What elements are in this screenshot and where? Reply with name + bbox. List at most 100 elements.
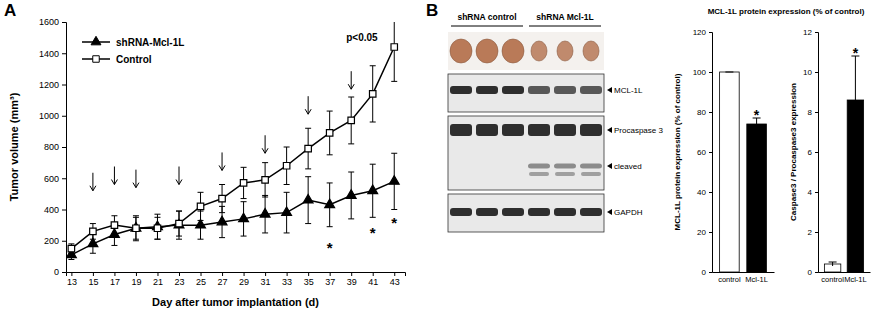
x-tick: 27: [218, 272, 228, 287]
y-tick-mark: [815, 72, 818, 73]
x-tick-mark: [308, 272, 309, 276]
x-tick-label: 17: [110, 277, 120, 287]
error-bar: [829, 262, 837, 266]
x-axis-line: [713, 272, 775, 273]
blot-band: [529, 172, 549, 176]
y-tick-mark: [709, 112, 712, 113]
arrow: [262, 135, 268, 153]
y-tick-mark: [709, 152, 712, 153]
y-tick: 120: [693, 28, 712, 37]
y-tick-label: 4: [808, 188, 813, 197]
annotation: p<0.05: [346, 32, 378, 43]
y-tick-label: 1000: [39, 111, 59, 121]
x-tick-label: control: [821, 275, 844, 284]
annotation: *: [370, 224, 376, 241]
x-tick-label: 43: [390, 277, 400, 287]
marker: [68, 245, 74, 251]
arrow: [111, 167, 117, 185]
x-tick-mark: [201, 272, 202, 276]
x-tick-mark: [179, 272, 180, 276]
y-tick-mark: [62, 85, 66, 86]
y-tick-label: 0: [54, 267, 59, 277]
group-label: shRNA control: [457, 12, 516, 22]
x-tick: 31: [261, 272, 271, 287]
y-tick-label: 0: [702, 268, 707, 277]
y-tick-label: 0: [808, 268, 813, 277]
tumor-photo: [557, 41, 573, 61]
y-tick-mark: [709, 32, 712, 33]
y-axis-line: [815, 33, 819, 273]
y-axis-title: Caspase3 / Procaspase3 expression: [789, 83, 798, 221]
band-label: GAPDH: [614, 208, 643, 217]
band-label: Procaspase 3: [614, 126, 663, 135]
y-tick: 1600: [39, 17, 66, 27]
x-tick-label: 33: [282, 277, 292, 287]
x-tick-label: 25: [196, 277, 206, 287]
error-bar: [348, 97, 354, 144]
marker: [240, 180, 246, 186]
photo-bg: [448, 32, 604, 70]
y-tick-label: 6: [808, 148, 813, 157]
x-tick-mark: [394, 272, 395, 276]
x-tick-mark: [114, 272, 115, 276]
blot-band: [528, 124, 550, 136]
y-tick-mark: [709, 72, 712, 73]
y-tick-mark: [815, 112, 818, 113]
y-tick-label: 1200: [39, 80, 59, 90]
x-tick: 39: [347, 272, 357, 287]
error-bar: [370, 66, 376, 122]
blot-strip: [448, 116, 604, 190]
error-bar: [111, 216, 117, 235]
y-tick-mark: [815, 152, 818, 153]
x-tick: 13: [67, 272, 77, 287]
marker: [174, 219, 184, 228]
error-bar: [68, 244, 74, 253]
blot-band: [450, 208, 472, 216]
x-tick-label: 39: [347, 277, 357, 287]
y-tick-mark: [62, 178, 66, 179]
x-tick-label: Mcl-1L: [745, 275, 768, 284]
blot-band: [476, 124, 498, 136]
y-tick-mark: [62, 210, 66, 211]
y-tick: 1200: [39, 80, 66, 90]
x-tick-mark: [330, 272, 331, 276]
error-bar: [176, 211, 182, 239]
bar-chart: MCL-1L protein expression (% of control)…: [673, 7, 865, 284]
x-tick: 17: [110, 272, 120, 287]
y-tick: 600: [44, 174, 66, 184]
x-tick-label: 29: [239, 277, 249, 287]
marker: [326, 130, 332, 136]
y-tick-mark: [815, 32, 818, 33]
error-bar: [198, 192, 204, 220]
y-tick-label: 8: [808, 108, 813, 117]
x-tick: Mcl-1L: [745, 275, 768, 284]
y-tick-mark: [62, 241, 66, 242]
x-tick-mark: [71, 272, 72, 276]
x-tick-label: 37: [325, 277, 335, 287]
plot-area: [66, 22, 399, 260]
blot: BshRNA controlshRNA Mcl-1LMCL-1LProcaspa…: [426, 1, 663, 232]
y-tick: 1400: [39, 49, 66, 59]
error-bar: [305, 128, 311, 169]
error-bar: [133, 216, 139, 241]
marker: [391, 44, 397, 50]
blot-band: [502, 208, 524, 216]
marker: [260, 209, 270, 218]
blot-band: [502, 124, 524, 136]
annotation: *: [391, 214, 397, 231]
legend-label: shRNA-Mcl-1L: [116, 37, 184, 48]
y-tick: 60: [697, 148, 712, 157]
y-tick-mark: [709, 272, 712, 273]
arrow: [133, 170, 139, 188]
x-tick-mark: [287, 272, 288, 276]
y-tick: 20: [697, 228, 712, 237]
y-tick-mark: [815, 272, 818, 273]
marker: [389, 176, 399, 185]
blot-band: [580, 86, 602, 94]
panel-label: A: [4, 1, 16, 20]
y-tick-mark: [815, 192, 818, 193]
plot-area: [720, 72, 767, 272]
y-axis-title: MCL-1L protein expression (% of control): [673, 73, 682, 230]
marker: [90, 228, 96, 234]
y-tick-label: 100: [693, 68, 707, 77]
